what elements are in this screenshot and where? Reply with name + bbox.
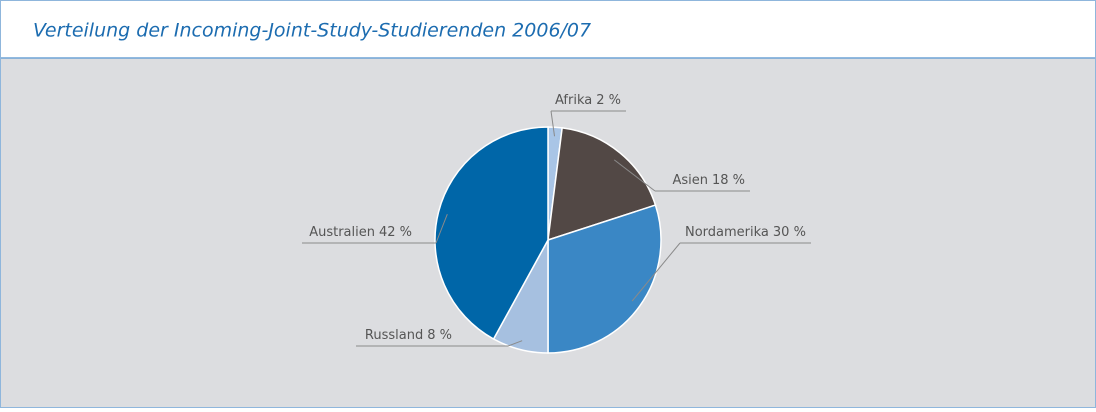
pie-slice xyxy=(434,126,549,341)
slice-label: Russland 8 % xyxy=(365,328,452,343)
pie-slice xyxy=(547,204,662,354)
slice-value: 8 % xyxy=(427,328,452,343)
slice-value: 42 % xyxy=(379,225,412,240)
leader-line xyxy=(435,213,448,244)
header xyxy=(0,0,1096,58)
leader-line xyxy=(550,110,556,137)
slice-category: Asien xyxy=(672,173,708,188)
slice-value: 30 % xyxy=(773,225,806,240)
leader-line xyxy=(631,242,681,302)
slice-label: Afrika 2 % xyxy=(555,93,621,108)
chart-title: Verteilung der Incoming-Joint-Study-Stud… xyxy=(33,20,591,42)
slice-category: Afrika xyxy=(555,93,592,108)
slice-label: Nordamerika 30 % xyxy=(685,225,806,240)
leader-line xyxy=(613,159,656,192)
pie-slice xyxy=(547,127,657,242)
slice-label: Asien 18 % xyxy=(672,173,745,188)
slice-value: 18 % xyxy=(712,173,745,188)
leader-line xyxy=(507,340,523,347)
slice-category: Russland xyxy=(365,328,423,343)
slice-value: 2 % xyxy=(596,93,621,108)
slice-category: Nordamerika xyxy=(685,225,769,240)
slice-label: Australien 42 % xyxy=(309,225,412,240)
slice-category: Australien xyxy=(309,225,375,240)
